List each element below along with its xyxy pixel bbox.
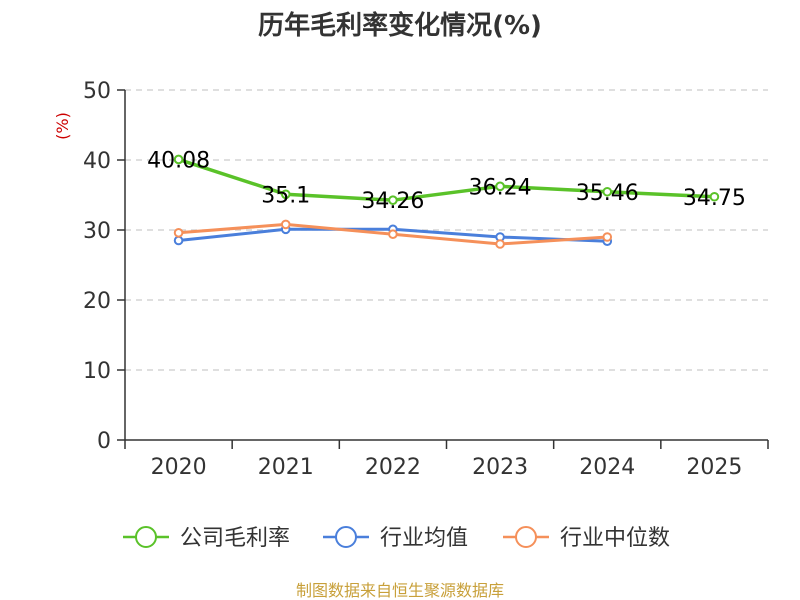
data-label: 34.75 [683,186,746,211]
data-label: 40.08 [147,148,210,173]
y-axis-ticks: 0 10 20 30 40 50 [83,79,125,454]
data-point[interactable] [388,229,398,239]
data-point[interactable] [602,186,613,197]
x-tick-label: 2022 [365,455,421,480]
y-tick-label: 30 [83,219,111,244]
chart-title: 历年毛利率变化情况(%) [258,10,542,41]
x-tick-label: 2025 [686,455,742,480]
data-point[interactable] [173,154,184,165]
legend-swatch-marker [515,526,537,548]
x-tick-label: 2021 [258,455,314,480]
legend-swatch-marker [135,526,157,548]
y-tick-label: 0 [97,429,111,454]
legend[interactable]: 公司毛利率 行业均值 行业中位数 [123,526,670,551]
legend-item-2[interactable]: 行业中位数 [503,526,670,551]
legend-label: 行业均值 [380,526,468,551]
data-point[interactable] [173,235,184,246]
data-point[interactable] [602,232,613,242]
series-2 [173,219,613,249]
data-point[interactable] [173,228,184,238]
legend-item-1[interactable]: 行业均值 [323,526,468,551]
axes [124,90,768,441]
y-tick-label: 40 [83,149,111,174]
y-axis-unit-label: (%) [53,112,72,140]
series-group [173,154,720,249]
data-label: 34.26 [361,189,424,214]
x-tick-label: 2023 [472,455,528,480]
data-point[interactable] [388,195,398,205]
data-point[interactable] [709,191,720,202]
y-tick-label: 50 [83,79,111,104]
data-labels: 40.08 35.1 34.26 36.24 35.46 34.75 [147,148,746,214]
data-label: 36.24 [469,175,532,200]
legend-label: 行业中位数 [560,526,670,551]
legend-swatch-marker [335,526,357,548]
data-point[interactable] [495,239,505,249]
x-tick-label: 2024 [579,455,635,480]
series-0 [173,154,720,205]
x-tick-label: 2020 [151,455,207,480]
y-tick-label: 10 [83,359,111,384]
data-point[interactable] [280,189,291,200]
data-point[interactable] [280,219,291,230]
legend-item-0[interactable]: 公司毛利率 [123,526,290,551]
x-axis-ticks: 2020 2021 2022 2023 2024 2025 [124,440,769,480]
y-tick-label: 20 [83,289,111,314]
data-source-note: 制图数据来自恒生聚源数据库 [296,581,504,600]
grid-lines [125,89,768,371]
series-line [178,157,715,202]
data-label: 35.46 [576,181,639,206]
data-point[interactable] [495,181,505,192]
data-label: 35.1 [261,183,310,208]
legend-label: 公司毛利率 [180,526,290,551]
